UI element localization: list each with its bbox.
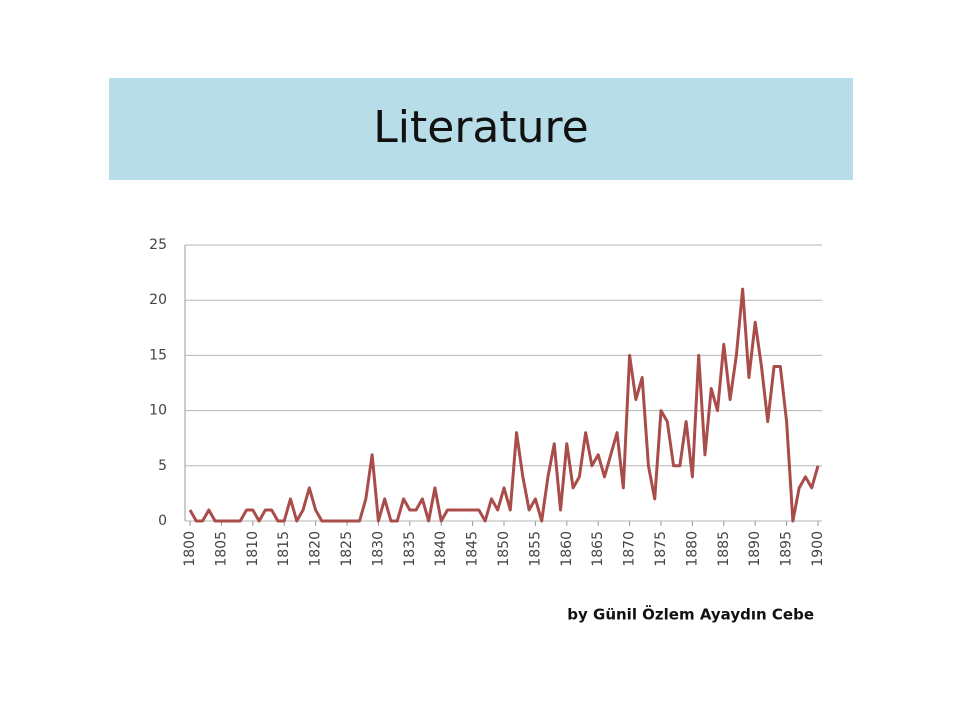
x-tick-label: 1900 — [810, 531, 826, 567]
x-tick-label: 1870 — [622, 531, 638, 567]
x-tick-label: 1895 — [779, 531, 795, 567]
x-tick-label: 1845 — [465, 531, 481, 567]
x-tick-label: 1835 — [402, 531, 418, 567]
chart-title: Literature — [373, 102, 588, 153]
x-tick-label: 1820 — [308, 531, 324, 567]
x-tick-label: 1885 — [716, 531, 732, 567]
x-tick-label: 1800 — [182, 531, 198, 567]
data-line — [188, 287, 820, 523]
y-tick-label: 0 — [158, 513, 167, 529]
x-tick-label: 1825 — [339, 531, 355, 567]
x-tick-label: 1890 — [747, 531, 763, 567]
y-tick-label: 20 — [149, 292, 167, 308]
x-tick-label: 1855 — [527, 531, 543, 567]
x-tick-label: 1805 — [213, 531, 229, 567]
chart-subtitle: by Günil Özlem Ayaydın Cebe — [567, 605, 814, 624]
x-tick-label: 1810 — [245, 531, 261, 567]
y-tick-label: 15 — [149, 347, 167, 363]
x-tick-label: 1830 — [370, 531, 386, 567]
x-tick-label: 1875 — [653, 531, 669, 567]
x-tick-label: 1815 — [276, 531, 292, 567]
title-banner — [109, 78, 853, 180]
x-tick-label: 1840 — [433, 531, 449, 567]
x-tick-label: 1880 — [684, 531, 700, 567]
x-tick-label: 1850 — [496, 531, 512, 567]
y-tick-label: 10 — [149, 403, 167, 419]
y-tick-label: 25 — [149, 237, 167, 253]
x-tick-label: 1860 — [559, 531, 575, 567]
x-tick-label: 1865 — [590, 531, 606, 567]
y-tick-label: 5 — [158, 458, 167, 474]
